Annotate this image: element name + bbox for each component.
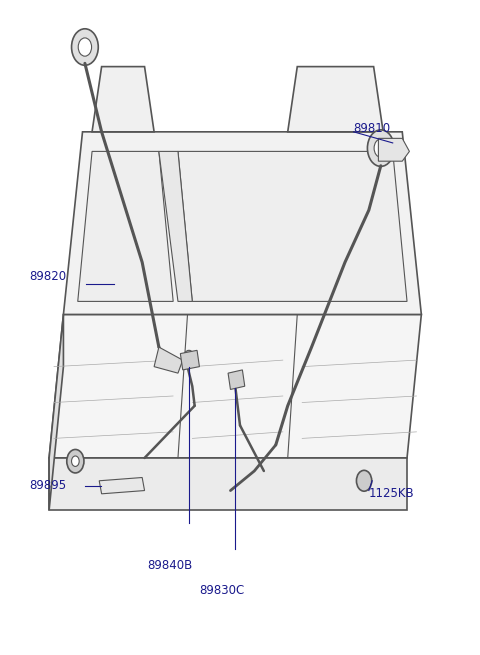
Circle shape (357, 470, 372, 491)
Polygon shape (378, 138, 409, 161)
Polygon shape (92, 67, 154, 132)
Polygon shape (180, 350, 199, 370)
Polygon shape (99, 477, 144, 494)
Text: 89810: 89810 (354, 122, 391, 135)
Circle shape (367, 130, 394, 166)
Circle shape (374, 139, 387, 157)
Circle shape (72, 456, 79, 466)
Circle shape (67, 449, 84, 473)
Polygon shape (78, 151, 173, 301)
Polygon shape (159, 151, 192, 301)
Polygon shape (63, 132, 421, 314)
Polygon shape (49, 314, 63, 510)
Text: 89895: 89895 (29, 479, 66, 492)
Polygon shape (49, 314, 421, 458)
Text: 89820: 89820 (29, 270, 66, 283)
Text: 1125KB: 1125KB (369, 487, 414, 500)
Polygon shape (228, 370, 245, 390)
Polygon shape (178, 151, 407, 301)
Circle shape (183, 350, 195, 366)
Polygon shape (154, 347, 183, 373)
Text: 89830C: 89830C (199, 584, 245, 597)
Circle shape (72, 29, 98, 66)
Polygon shape (288, 67, 383, 132)
Text: 89840B: 89840B (147, 559, 192, 572)
Circle shape (78, 38, 92, 56)
Polygon shape (49, 458, 407, 510)
